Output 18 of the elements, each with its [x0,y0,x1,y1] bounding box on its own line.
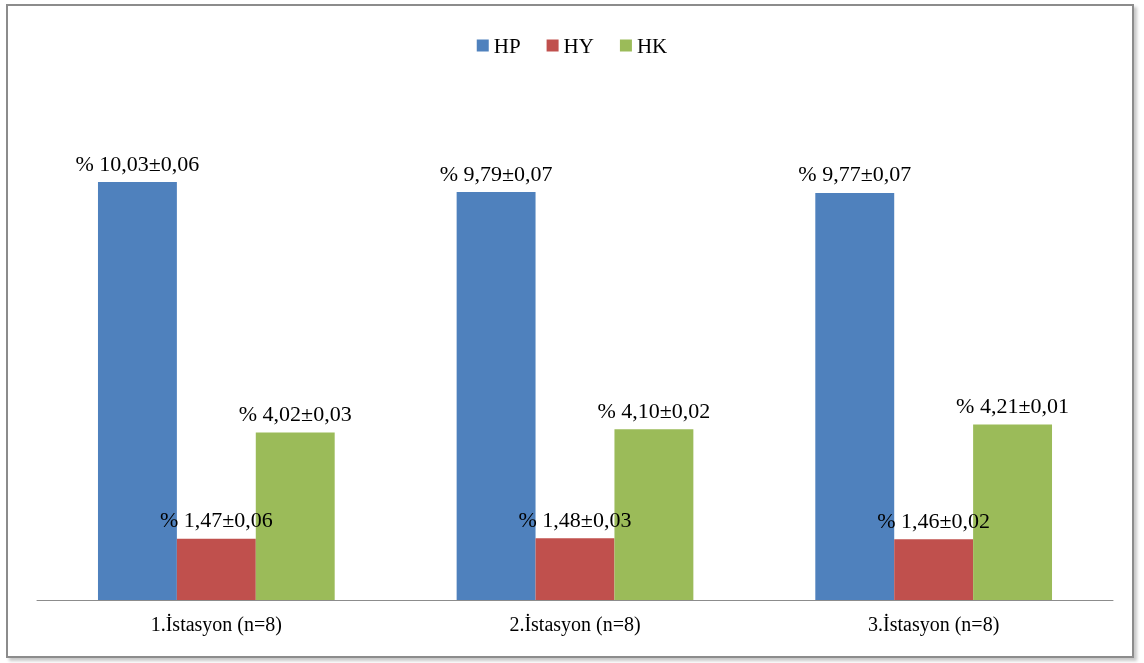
data-label: % 10,03±0,06 [75,150,200,176]
legend-label: HY [563,33,594,58]
data-label: % 4,10±0,02 [597,397,711,423]
bar [815,192,895,600]
bar [535,538,615,600]
x-tick-label: 2.İstasyon (n=8) [509,613,641,636]
x-tick-label: 1.İstasyon (n=8) [150,613,282,636]
data-label: % 4,21±0,01 [956,393,1070,419]
data-label: % 9,77±0,07 [798,161,912,187]
bar [176,538,256,600]
legend-label: HP [493,33,521,58]
bar [894,539,974,600]
legend-label: HK [636,33,668,58]
data-label: % 4,02±0,03 [238,401,352,426]
x-tick-label: 3.İstasyon (n=8) [868,613,1000,636]
bar [97,182,177,600]
data-label: % 9,79±0,07 [439,160,553,186]
bar [456,192,536,600]
